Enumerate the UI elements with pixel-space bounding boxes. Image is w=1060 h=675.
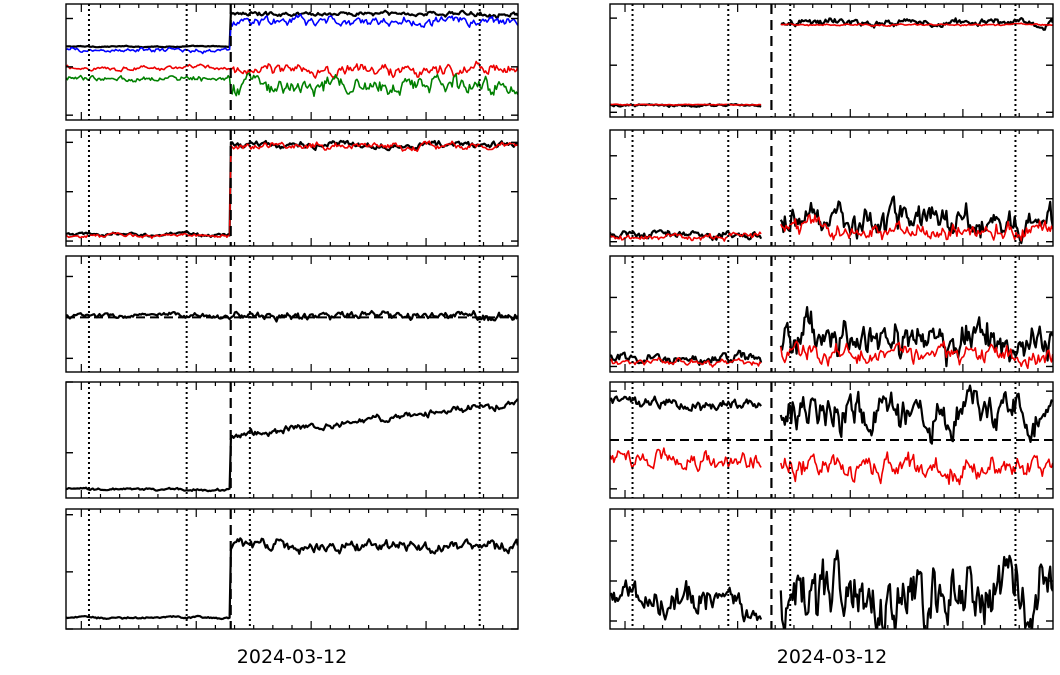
series-group-c [66, 310, 518, 323]
panel-f [609, 3, 1054, 118]
date-label-right: 2024-03-12 [777, 646, 887, 668]
series-line-h-1 [610, 340, 1053, 370]
series-line-e-0 [66, 537, 518, 621]
panel-c [65, 255, 519, 373]
series-line-b-0 [66, 139, 518, 239]
series-line-b-1 [66, 140, 518, 239]
series-group-j [610, 549, 1053, 629]
series-group-d [66, 398, 518, 493]
series-line-i-1 [610, 447, 1053, 486]
series-group-g [610, 195, 1053, 245]
series-group-a [66, 9, 518, 97]
axes-frame-d [65, 381, 519, 499]
panel-b [65, 129, 519, 247]
series-line-i-0 [610, 384, 1053, 445]
series-group-i [610, 384, 1053, 486]
series-line-a-2 [66, 60, 518, 79]
series-line-j-0 [610, 549, 1053, 629]
panel-h [609, 255, 1054, 373]
series-line-f-0 [610, 17, 1053, 108]
series-line-g-1 [610, 213, 1053, 242]
series-line-a-3 [66, 72, 518, 97]
panel-e [65, 508, 519, 630]
panel-d [65, 381, 519, 499]
panel-g [609, 129, 1054, 247]
series-line-d-0 [66, 398, 518, 493]
date-label-left: 2024-03-12 [237, 646, 347, 668]
series-line-a-1 [66, 13, 518, 55]
series-group-e [66, 537, 518, 621]
series-line-f-1 [610, 22, 1053, 106]
axes-frame-e [65, 508, 519, 630]
series-group-f [610, 17, 1053, 108]
panel-j [609, 508, 1054, 630]
axes-frame-i [609, 381, 1054, 499]
panels-layer [65, 3, 1054, 630]
series-line-c-0 [66, 310, 518, 323]
series-group-h [610, 306, 1053, 370]
panel-a [65, 3, 519, 121]
series-group-b [66, 139, 518, 239]
panel-i [609, 381, 1054, 499]
series-line-h-0 [610, 306, 1053, 368]
